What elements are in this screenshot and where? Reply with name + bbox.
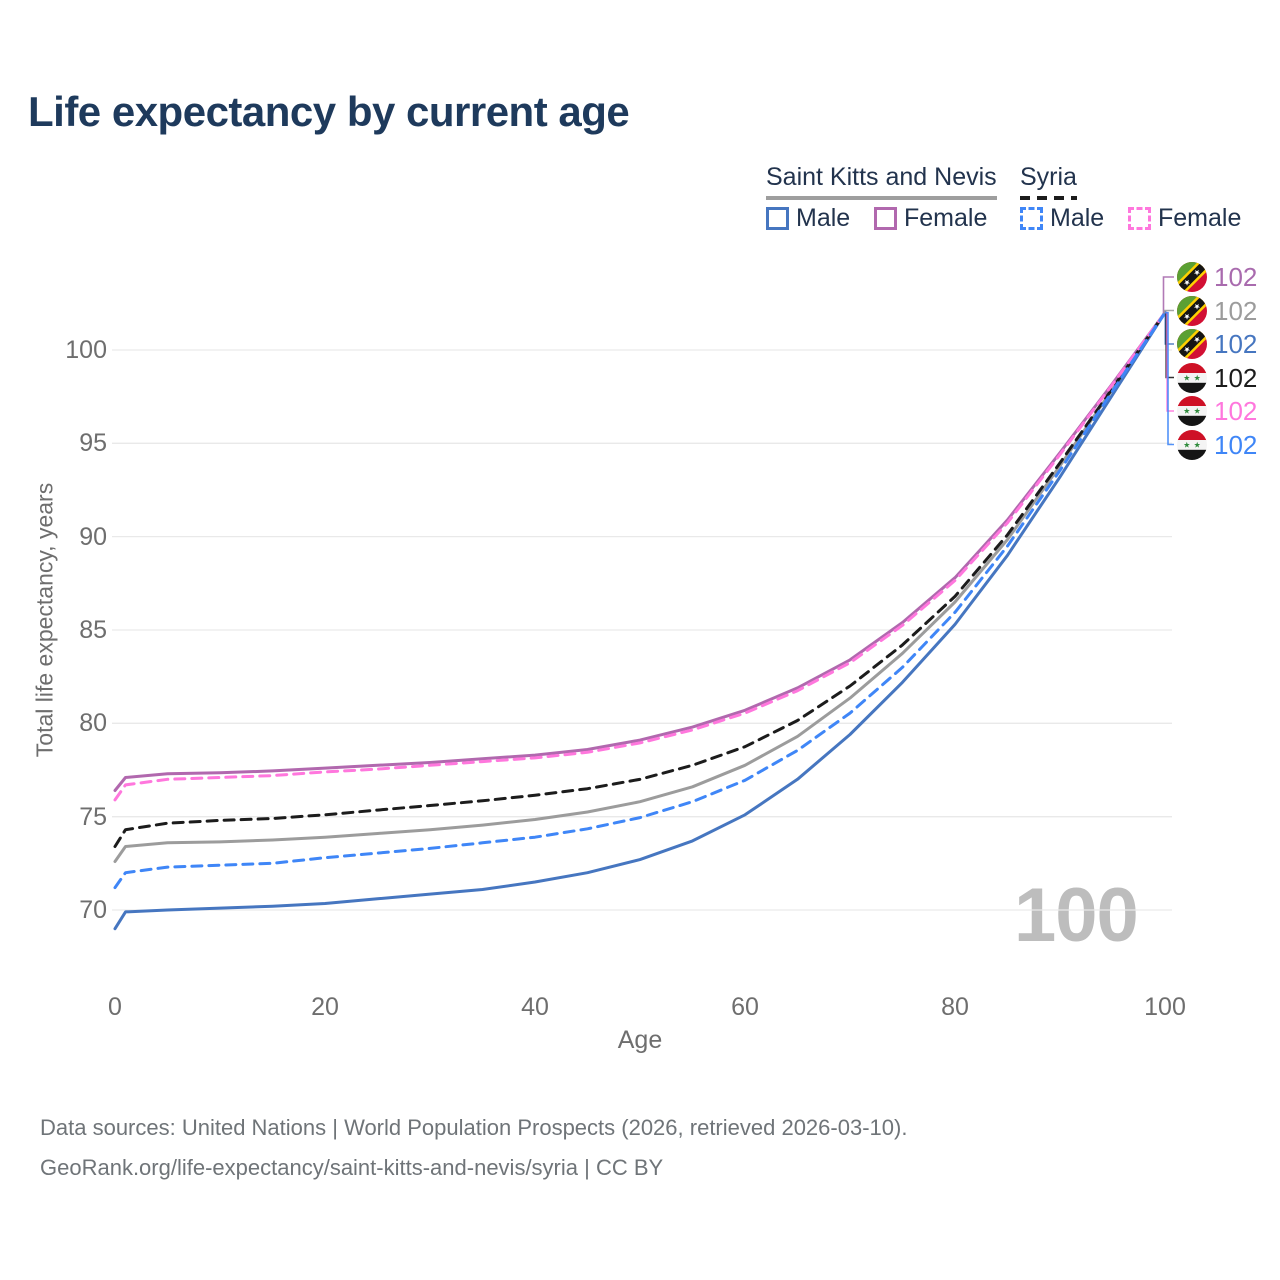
series-line-skn-female (113, 311, 1167, 792)
skn-male-checkbox-icon[interactable] (766, 207, 789, 230)
footer: Data sources: United Nations | World Pop… (40, 1108, 907, 1188)
syria-flag-icon (1177, 396, 1207, 426)
y-axis-title: Total life expectancy, years (31, 482, 58, 758)
end-label-row-syria-female: 102 (1177, 396, 1257, 426)
series-line-skn-male (113, 311, 1167, 931)
saint-kitts-and-nevis-flag-icon (1177, 329, 1207, 359)
y-tick-80: 80 (79, 709, 107, 738)
y-tick-70: 70 (79, 896, 107, 924)
x-axis-title: Age (617, 1026, 663, 1054)
series-line-syria-male (113, 311, 1167, 890)
end-label-row-skn-female: 102 (1177, 262, 1257, 292)
end-value-skn-combined: 102 (1214, 295, 1258, 326)
y-tick-100: 100 (65, 335, 107, 364)
end-label-row-skn-male: 102 (1177, 329, 1257, 359)
legend-item-label: Female (1158, 204, 1242, 232)
series-line-syria-female (113, 311, 1167, 802)
x-tick-0: 0 (108, 993, 122, 1021)
x-tick-60: 60 (731, 993, 759, 1021)
syria-flag-icon (1177, 362, 1207, 393)
skn-female-checkbox-icon[interactable] (874, 207, 897, 230)
legend-item-label: Female (904, 204, 988, 232)
legend: Saint Kitts and Nevis Syria Male Female … (766, 163, 1266, 238)
end-label-row-syria-combined: 102 (1177, 362, 1258, 393)
y-tick-95: 95 (79, 429, 107, 458)
legend-item-label: Male (1050, 204, 1105, 232)
series-line-skn-combined (113, 311, 1167, 863)
leader-line-syria-male (1165, 311, 1174, 446)
legend-country-label: Saint Kitts and Nevis (766, 163, 997, 191)
leader-line-syria-female (1165, 311, 1174, 412)
syria-flag-icon (1177, 429, 1207, 460)
y-tick-90: 90 (79, 522, 107, 551)
footer-data-sources: Data sources: United Nations | World Pop… (40, 1115, 908, 1140)
dashed-line-key-icon (1020, 196, 1077, 200)
page-title: Life expectancy by current age (28, 88, 630, 135)
end-value-skn-male: 102 (1214, 329, 1258, 359)
x-tick-40: 40 (521, 993, 549, 1021)
legend-item-skn-female[interactable]: Female (874, 204, 987, 233)
series-line-syria-combined (113, 311, 1167, 848)
legend-item-syria-female[interactable]: Female (1128, 204, 1241, 233)
legend-item-syria-male[interactable]: Male (1020, 204, 1104, 233)
end-value-syria-female: 102 (1214, 396, 1258, 426)
x-tick-80: 80 (941, 993, 969, 1021)
saint-kitts-and-nevis-flag-icon (1177, 295, 1207, 326)
y-tick-85: 85 (79, 615, 107, 644)
end-value-skn-female: 102 (1214, 262, 1258, 292)
syria-female-checkbox-icon[interactable] (1128, 207, 1151, 230)
legend-group-syria: Syria (1020, 163, 1077, 200)
x-tick-20: 20 (311, 993, 339, 1021)
y-tick-75: 75 (79, 802, 107, 831)
legend-group-saint-kitts-and-nevis: Saint Kitts and Nevis (766, 163, 997, 200)
syria-male-checkbox-icon[interactable] (1020, 207, 1043, 230)
legend-item-label: Male (796, 204, 851, 232)
saint-kitts-and-nevis-flag-icon (1177, 262, 1207, 292)
leader-line-skn-female (1162, 276, 1174, 314)
end-label-row-syria-male: 102 (1177, 429, 1258, 460)
x-tick-100: 100 (1144, 993, 1186, 1021)
watermark-100: 100 (1014, 873, 1139, 958)
footer-attribution: GeoRank.org/life-expectancy/saint-kitts-… (40, 1155, 664, 1180)
legend-country-label: Syria (1020, 163, 1077, 191)
legend-item-skn-male[interactable]: Male (766, 204, 850, 233)
end-value-syria-combined: 102 (1214, 362, 1258, 393)
end-label-row-skn-combined: 102 (1177, 295, 1258, 326)
solid-line-key-icon (766, 196, 997, 200)
end-value-syria-male: 102 (1214, 429, 1258, 460)
